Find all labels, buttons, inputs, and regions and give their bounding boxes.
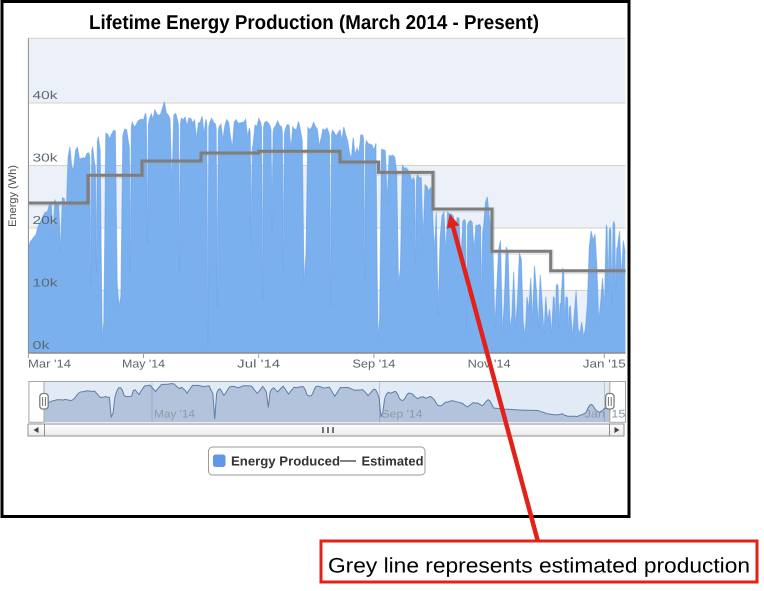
svg-text:Sep '14: Sep '14 — [352, 359, 396, 371]
svg-text:May '14: May '14 — [122, 359, 166, 371]
svg-text:Energy Produced: Energy Produced — [231, 454, 340, 469]
svg-text:Sep '14: Sep '14 — [382, 409, 423, 421]
svg-text:0k: 0k — [33, 340, 50, 352]
svg-text:Jan '15: Jan '15 — [583, 359, 626, 371]
svg-text:Jan '15: Jan '15 — [585, 409, 626, 421]
svg-text:Jul '14: Jul '14 — [237, 359, 281, 371]
svg-text:Estimated: Estimated — [362, 454, 424, 469]
svg-text:Mar '14: Mar '14 — [28, 359, 72, 371]
svg-text:40k: 40k — [33, 90, 58, 102]
svg-text:20k: 20k — [33, 215, 58, 227]
svg-text:Lifetime Energy Production (Ma: Lifetime Energy Production (March 2014 -… — [89, 12, 539, 34]
svg-text:Grey line represents estimated: Grey line represents estimated productio… — [328, 555, 750, 578]
svg-text:30k: 30k — [33, 153, 58, 165]
svg-text:May '14: May '14 — [154, 409, 195, 421]
svg-text:Energy (Wh): Energy (Wh) — [7, 165, 19, 227]
svg-text:10k: 10k — [33, 278, 58, 290]
